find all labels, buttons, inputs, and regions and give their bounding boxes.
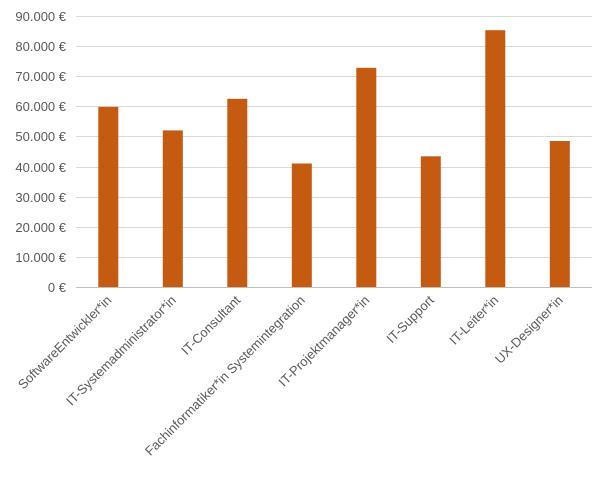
x-tick-label: UX-Designer*in [492,293,566,367]
y-tick-label: 80.000 € [15,39,66,54]
y-tick-label: 30.000 € [15,190,66,205]
x-tick-label: IT-Systemadministrator*in [63,293,179,409]
y-tick-label: 40.000 € [15,160,66,175]
bars [98,30,570,288]
bar [549,141,570,287]
gridlines [76,16,592,258]
x-tick-label: IT-Consultant [178,292,244,358]
y-tick-label: 90.000 € [15,9,66,24]
bar [485,30,506,287]
x-tick-label: IT-Support [383,292,437,346]
bar [420,156,441,287]
y-tick-label: 60.000 € [15,99,66,114]
x-tick-label: IT-Leiter*in [446,293,501,348]
bar [227,98,248,287]
bar [162,130,183,287]
bar [291,163,312,287]
y-tick-label: 50.000 € [15,129,66,144]
y-axis-ticks: 0 € 10.000 € 20.000 € 30.000 € 40.000 € 50.00… [15,9,66,295]
y-tick-label: 0 € [48,280,67,295]
y-tick-label: 10.000 € [15,250,66,265]
x-axis-ticks: SoftwareEntwickler*inIT-Systemadministra… [15,292,566,458]
bar [356,67,377,287]
y-tick-label: 70.000 € [15,69,66,84]
y-tick-label: 20.000 € [15,220,66,235]
bar [98,106,119,288]
